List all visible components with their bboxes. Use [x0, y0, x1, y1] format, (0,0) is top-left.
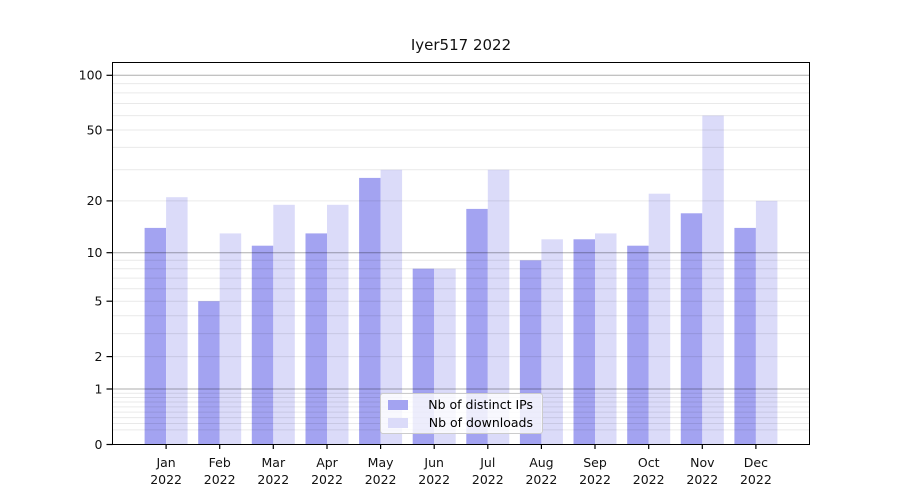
distinct-ips-swatch	[388, 399, 408, 410]
y-tick-label-2: 2	[95, 349, 103, 364]
legend-label-distinct-ips: Nb of distinct IPs	[428, 397, 533, 412]
x-tick-label-mar-year: 2022	[257, 472, 289, 487]
bars-layer	[144, 115, 778, 445]
x-tick-label-feb-year: 2022	[204, 472, 236, 487]
bar-aug-downloads	[541, 239, 563, 445]
x-tick-label-apr-year: 2022	[311, 472, 343, 487]
y-tick-label-1: 1	[95, 381, 103, 396]
bar-may-distinct-ips	[359, 177, 381, 445]
chart-title: Iyer517 2022	[410, 36, 512, 54]
x-tick-label-oct-year: 2022	[633, 472, 665, 487]
x-tick-label-jan: Jan	[155, 455, 175, 470]
legend-label-downloads: Nb of downloads	[428, 415, 533, 430]
legend-row-downloads: Nb of downloads	[381, 415, 542, 430]
downloads-swatch	[388, 417, 408, 428]
y-tick-label-10: 10	[87, 245, 103, 260]
x-tick-label-oct: Oct	[638, 455, 660, 470]
bar-apr-distinct-ips	[305, 233, 327, 445]
y-tick-label-5: 5	[95, 294, 103, 309]
x-tick-label-mar: Mar	[262, 455, 286, 470]
bar-jul-distinct-ips	[466, 208, 488, 445]
bar-sep-distinct-ips	[573, 239, 595, 445]
y-tick-labels-layer: 0 1 2 5 10 20 50 100	[79, 68, 103, 452]
legend-box: Nb of distinct IPs Nb of downloads	[380, 393, 543, 434]
bar-oct-distinct-ips	[627, 245, 649, 445]
x-tick-label-nov-year: 2022	[686, 472, 718, 487]
major-gridlines-layer	[112, 74, 810, 390]
bar-may-downloads	[380, 169, 403, 445]
bar-nov-downloads	[702, 115, 724, 445]
bar-mar-downloads	[273, 204, 295, 445]
bar-feb-distinct-ips	[198, 301, 220, 445]
x-tick-label-dec-year: 2022	[740, 472, 772, 487]
x-tick-label-sep-year: 2022	[579, 472, 611, 487]
bar-nov-distinct-ips	[680, 213, 703, 445]
bar-jan-distinct-ips	[144, 227, 167, 445]
x-tick-label-dec: Dec	[744, 455, 768, 470]
x-tick-label-jan-year: 2022	[150, 472, 182, 487]
plot-border	[112, 62, 810, 445]
bar-jan-downloads	[166, 197, 188, 445]
x-tick-label-aug-year: 2022	[525, 472, 557, 487]
x-tick-label-jun: Jun	[423, 455, 444, 470]
axes-layer	[112, 62, 810, 445]
bar-mar-distinct-ips	[251, 245, 274, 445]
bar-sep-downloads	[595, 233, 617, 445]
y-tick-label-20: 20	[87, 193, 103, 208]
x-tick-label-aug: Aug	[529, 455, 553, 470]
tick-marks-layer	[106, 74, 757, 449]
bar-apr-downloads	[327, 204, 349, 445]
bar-dec-downloads	[755, 200, 778, 445]
bar-dec-distinct-ips	[734, 227, 756, 445]
y-tick-label-50: 50	[87, 122, 103, 137]
x-tick-label-may: May	[368, 455, 394, 470]
x-tick-label-apr: Apr	[316, 455, 338, 470]
x-tick-label-jul-year: 2022	[472, 472, 504, 487]
y-tick-label-0: 0	[95, 437, 103, 452]
x-tick-label-may-year: 2022	[365, 472, 397, 487]
y-tick-label-100: 100	[79, 68, 103, 83]
x-tick-label-jul: Jul	[479, 455, 495, 470]
x-tick-label-nov: Nov	[690, 455, 715, 470]
bar-feb-downloads	[219, 233, 242, 445]
x-tick-label-feb: Feb	[209, 455, 231, 470]
legend-row-distinct-ips: Nb of distinct IPs	[381, 397, 542, 412]
x-tick-labels-layer: Jan 2022 Feb 2022 Mar 2022 Apr 2022 May 2022 Jun 20…	[150, 455, 772, 487]
bar-oct-downloads	[648, 193, 671, 445]
x-tick-label-jun-year: 2022	[418, 472, 450, 487]
x-tick-label-sep: Sep	[583, 455, 607, 470]
bar-jul-downloads	[487, 169, 510, 445]
minor-gridlines-layer	[112, 83, 810, 431]
